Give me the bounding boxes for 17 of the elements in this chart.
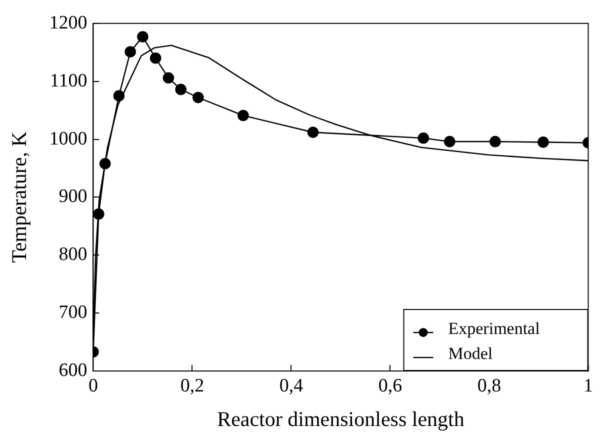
y-tick-label: 800 [58, 244, 88, 266]
y-tick-label: 900 [58, 186, 88, 208]
y-axis-title: Temperature, K [7, 131, 32, 263]
y-tick-label: 700 [58, 302, 88, 324]
x-tick-label: 0,2 [180, 375, 204, 396]
x-tick-label: 0,4 [279, 375, 304, 396]
x-tick-label: 1 [584, 375, 593, 396]
x-axis-title: Reactor dimensionless length [217, 406, 465, 431]
y-tick-label: 1000 [49, 128, 88, 150]
y-tick-label: 1100 [50, 70, 88, 92]
y-tick-label: 600 [58, 360, 88, 381]
legend-label: Model [448, 344, 493, 363]
y-tick-label: 1200 [49, 12, 88, 34]
x-tick-label: 0,6 [378, 375, 402, 396]
x-tick-label: 0,8 [477, 375, 502, 396]
legend-label: Experimental [448, 318, 540, 338]
x-tick-label: 0 [88, 375, 98, 396]
